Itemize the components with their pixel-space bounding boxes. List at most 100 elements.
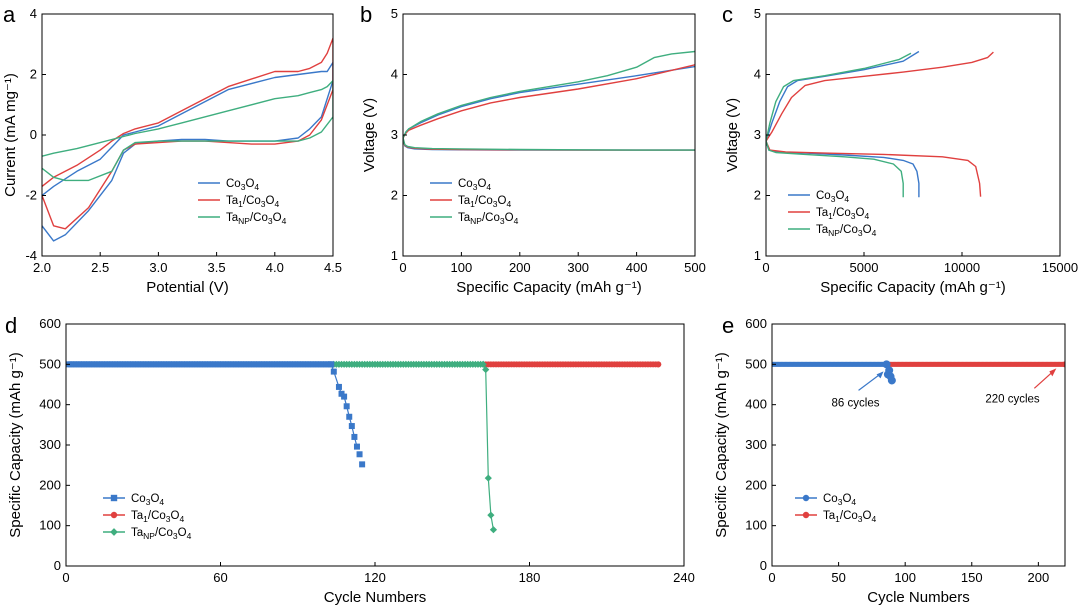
x-tick-label: 120 (364, 570, 386, 585)
legend-label: Co3O4 (458, 178, 491, 192)
plot-area (66, 360, 662, 534)
x-axis-label: Cycle Numbers (867, 589, 970, 606)
panel-label: c (722, 2, 733, 27)
plot-area (42, 37, 333, 242)
y-tick-label: 4 (30, 6, 37, 21)
series-line (403, 50, 695, 139)
legend-label: TaNP/Co3O4 (131, 527, 192, 541)
y-tick-label: 0 (760, 558, 767, 573)
x-tick-label: 400 (626, 260, 648, 275)
y-tick-label: 500 (745, 356, 767, 371)
x-tick-label: 4.0 (266, 260, 284, 275)
series-line (766, 140, 904, 198)
data-point (353, 443, 360, 450)
legend: Co3O4 Ta1/Co3O4 TaNP/Co3O4 (198, 178, 287, 226)
plot-frame (765, 13, 1061, 257)
x-axis-label: Specific Capacity (mAh g⁻¹) (456, 279, 641, 296)
y-tick-label: 1 (391, 248, 398, 263)
series-line (766, 140, 982, 197)
series-line (766, 140, 920, 198)
x-tick-label: 50 (831, 570, 845, 585)
series-line (766, 50, 920, 142)
data-point (882, 360, 891, 369)
x-tick-label: 4.5 (324, 260, 342, 275)
legend-marker (110, 494, 118, 502)
y-tick-label: 200 (745, 477, 767, 492)
y-tick-label: 4 (391, 67, 398, 82)
panel-a: a 2.0 2.5 3.0 3.5 4.0 4.5 -4 -2 0 2 4 Potential (V) C… (2, 2, 342, 296)
annotation-arrowhead (1049, 368, 1057, 377)
legend-label: Ta1/Co3O4 (226, 195, 279, 209)
data-point (655, 361, 662, 368)
y-tick-label: 1 (754, 248, 761, 263)
legend-label: Co3O4 (131, 493, 164, 507)
data-point (328, 361, 335, 368)
data-point (351, 433, 358, 440)
x-tick-label: 200 (509, 260, 531, 275)
legend-label: Ta1/Co3O4 (131, 510, 184, 524)
x-tick-label: 2.0 (33, 260, 51, 275)
y-tick-label: 500 (39, 356, 61, 371)
legend-label: TaNP/Co3O4 (816, 224, 877, 238)
y-tick-label: 600 (745, 316, 767, 331)
plot-area (766, 50, 994, 198)
y-tick-label: 100 (745, 518, 767, 533)
x-tick-label: 0 (62, 570, 69, 585)
data-point (1062, 361, 1065, 368)
data-point (341, 393, 348, 400)
legend-label: TaNP/Co3O4 (458, 212, 519, 226)
data-point (489, 526, 498, 534)
data-point (487, 511, 495, 519)
panel-label: d (5, 313, 17, 338)
x-tick-label: 100 (894, 570, 916, 585)
legend-label: Co3O4 (823, 493, 856, 507)
x-tick-label: 300 (567, 260, 589, 275)
y-tick-label: 400 (39, 397, 61, 412)
y-tick-label: 4 (754, 67, 761, 82)
data-point (348, 423, 355, 430)
series-line (403, 64, 695, 139)
y-tick-label: 5 (754, 6, 761, 21)
legend-label: TaNP/Co3O4 (226, 212, 287, 226)
data-point (482, 365, 490, 374)
x-axis-label: Specific Capacity (mAh g⁻¹) (820, 279, 1005, 296)
series-line (42, 37, 333, 230)
legend-label: Co3O4 (226, 178, 259, 192)
panel-d: d 0 60 120 180 240 0 100 200 300 400 500 600 Cycle Nu… (5, 313, 695, 606)
x-tick-label: 150 (961, 570, 983, 585)
x-tick-label: 3.0 (149, 260, 167, 275)
legend-marker (802, 494, 810, 502)
x-tick-label: 180 (519, 570, 541, 585)
legend-label: Ta1/Co3O4 (458, 195, 511, 209)
legend-label: Ta1/Co3O4 (823, 510, 876, 524)
y-tick-label: 3 (754, 127, 761, 142)
panel-b: b 0 100 200 300 400 500 1 2 3 4 5 Specific Capacity … (360, 2, 706, 296)
y-tick-label: 100 (39, 518, 61, 533)
series-line (403, 65, 695, 139)
legend: Co3O4 Ta1/Co3O4 TaNP/Co3O4 (103, 493, 192, 541)
plot-area (403, 50, 695, 151)
x-tick-label: 60 (213, 570, 227, 585)
y-tick-label: 200 (39, 477, 61, 492)
x-tick-label: 200 (1028, 570, 1050, 585)
panel-c: c 0 5000 10000 15000 1 2 3 4 5 Specific Capacity (… (722, 2, 1078, 296)
legend-marker (110, 511, 118, 519)
x-tick-label: 10000 (944, 260, 980, 275)
series-line (42, 79, 333, 182)
data-point (885, 366, 894, 375)
plot-frame (41, 13, 334, 257)
y-axis-label: Specific Capacity (mAh g⁻¹) (713, 352, 730, 537)
y-tick-label: 3 (391, 127, 398, 142)
data-point (479, 360, 487, 368)
annotation-label: 220 cycles (985, 393, 1040, 405)
y-tick-label: -4 (25, 248, 37, 263)
plot-frame (402, 13, 696, 257)
data-point (359, 461, 366, 468)
y-tick-label: 300 (745, 437, 767, 452)
series-line (766, 52, 912, 142)
x-tick-label: 0 (399, 260, 406, 275)
data-point (356, 451, 363, 458)
y-tick-label: 400 (745, 397, 767, 412)
legend: Co3O4 Ta1/Co3O4 TaNP/Co3O4 (430, 178, 519, 226)
